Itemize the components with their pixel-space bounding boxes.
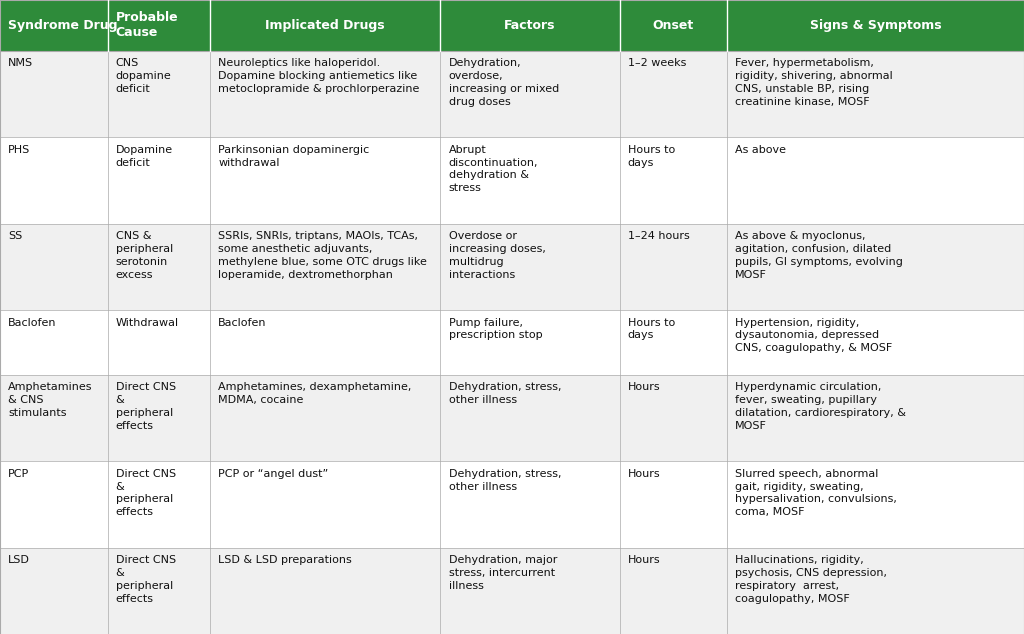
Bar [0, 0, 108, 51]
Bar [727, 51, 1024, 137]
Text: Fever, hypermetabolism,
rigidity, shivering, abnormal
CNS, unstable BP, rising
c: Fever, hypermetabolism, rigidity, shiver… [735, 58, 893, 107]
Text: Direct CNS
&
peripheral
effects: Direct CNS & peripheral effects [116, 469, 176, 517]
Text: CNS &
peripheral
serotonin
excess: CNS & peripheral serotonin excess [116, 231, 173, 280]
Text: 1–2 weeks: 1–2 weeks [628, 58, 686, 68]
Text: Dehydration, major
stress, intercurrent
illness: Dehydration, major stress, intercurrent … [449, 555, 557, 591]
Text: LSD & LSD preparations: LSD & LSD preparations [218, 555, 352, 565]
Bar [440, 461, 620, 548]
Text: Hours: Hours [628, 555, 660, 565]
Text: Withdrawal: Withdrawal [116, 318, 179, 328]
Bar [0, 310, 108, 375]
Bar [440, 375, 620, 461]
Bar [620, 224, 727, 310]
Text: Factors: Factors [504, 19, 556, 32]
Bar [0, 224, 108, 310]
Bar [440, 0, 620, 51]
Bar [0, 461, 108, 548]
Text: Dehydration,
overdose,
increasing or mixed
drug doses: Dehydration, overdose, increasing or mix… [449, 58, 559, 107]
Bar [210, 51, 440, 137]
Text: Amphetamines, dexamphetamine,
MDMA, cocaine: Amphetamines, dexamphetamine, MDMA, coca… [218, 382, 412, 405]
Bar [210, 375, 440, 461]
Bar [0, 51, 108, 137]
Text: As above: As above [735, 145, 786, 155]
Text: Syndrome Drug: Syndrome Drug [8, 19, 118, 32]
Text: CNS
dopamine
deficit: CNS dopamine deficit [116, 58, 171, 94]
Bar [620, 310, 727, 375]
Bar [440, 224, 620, 310]
Bar [620, 548, 727, 634]
Text: Overdose or
increasing doses,
multidrug
interactions: Overdose or increasing doses, multidrug … [449, 231, 546, 280]
Bar [620, 375, 727, 461]
Text: Dehydration, stress,
other illness: Dehydration, stress, other illness [449, 469, 561, 491]
Text: Hyperdynamic circulation,
fever, sweating, pupillary
dilatation, cardiorespirato: Hyperdynamic circulation, fever, sweatin… [735, 382, 906, 430]
Bar [108, 461, 210, 548]
Text: Direct CNS
&
peripheral
effects: Direct CNS & peripheral effects [116, 382, 176, 430]
Bar [108, 0, 210, 51]
Text: Baclofen: Baclofen [8, 318, 56, 328]
Bar [210, 548, 440, 634]
Bar [108, 137, 210, 224]
Text: SS: SS [8, 231, 23, 241]
Text: Hours to
days: Hours to days [628, 318, 675, 340]
Bar [210, 0, 440, 51]
Bar [620, 137, 727, 224]
Text: Dopamine
deficit: Dopamine deficit [116, 145, 173, 167]
Bar [620, 461, 727, 548]
Text: Pump failure,
prescription stop: Pump failure, prescription stop [449, 318, 542, 340]
Text: Hallucinations, rigidity,
psychosis, CNS depression,
respiratory  arrest,
coagul: Hallucinations, rigidity, psychosis, CNS… [735, 555, 887, 604]
Bar [108, 310, 210, 375]
Bar [727, 548, 1024, 634]
Bar [440, 51, 620, 137]
Text: Hours to
days: Hours to days [628, 145, 675, 167]
Text: Neuroleptics like haloperidol.
Dopamine blocking antiemetics like
metoclopramide: Neuroleptics like haloperidol. Dopamine … [218, 58, 420, 94]
Bar [440, 548, 620, 634]
Text: LSD: LSD [8, 555, 30, 565]
Bar [210, 137, 440, 224]
Text: Signs & Symptoms: Signs & Symptoms [810, 19, 941, 32]
Bar [108, 224, 210, 310]
Text: Parkinsonian dopaminergic
withdrawal: Parkinsonian dopaminergic withdrawal [218, 145, 370, 167]
Bar [108, 548, 210, 634]
Text: Onset: Onset [652, 19, 694, 32]
Text: PCP or “angel dust”: PCP or “angel dust” [218, 469, 329, 479]
Bar [440, 137, 620, 224]
Text: Slurred speech, abnormal
gait, rigidity, sweating,
hypersalivation, convulsions,: Slurred speech, abnormal gait, rigidity,… [735, 469, 897, 517]
Text: Baclofen: Baclofen [218, 318, 266, 328]
Bar [0, 548, 108, 634]
Text: SSRIs, SNRIs, triptans, MAOIs, TCAs,
some anesthetic adjuvants,
methylene blue, : SSRIs, SNRIs, triptans, MAOIs, TCAs, som… [218, 231, 427, 280]
Text: NMS: NMS [8, 58, 34, 68]
Bar [210, 461, 440, 548]
Text: Hours: Hours [628, 469, 660, 479]
Bar [0, 137, 108, 224]
Bar [210, 310, 440, 375]
Bar [440, 310, 620, 375]
Text: Amphetamines
& CNS
stimulants: Amphetamines & CNS stimulants [8, 382, 93, 418]
Bar [727, 375, 1024, 461]
Bar [727, 310, 1024, 375]
Text: Implicated Drugs: Implicated Drugs [265, 19, 385, 32]
Text: Direct CNS
&
peripheral
effects: Direct CNS & peripheral effects [116, 555, 176, 604]
Bar [727, 224, 1024, 310]
Text: Hours: Hours [628, 382, 660, 392]
Bar [210, 224, 440, 310]
Bar [0, 375, 108, 461]
Text: Hypertension, rigidity,
dysautonomia, depressed
CNS, coagulopathy, & MOSF: Hypertension, rigidity, dysautonomia, de… [735, 318, 893, 353]
Text: PHS: PHS [8, 145, 31, 155]
Bar [108, 375, 210, 461]
Bar [620, 51, 727, 137]
Bar [620, 0, 727, 51]
Text: Abrupt
discontinuation,
dehydration &
stress: Abrupt discontinuation, dehydration & st… [449, 145, 538, 193]
Text: Dehydration, stress,
other illness: Dehydration, stress, other illness [449, 382, 561, 405]
Text: PCP: PCP [8, 469, 30, 479]
Bar [108, 51, 210, 137]
Bar [727, 461, 1024, 548]
Bar [727, 0, 1024, 51]
Text: Probable
Cause: Probable Cause [116, 11, 178, 39]
Bar [727, 137, 1024, 224]
Text: As above & myoclonus,
agitation, confusion, dilated
pupils, GI symptoms, evolvin: As above & myoclonus, agitation, confusi… [735, 231, 903, 280]
Text: 1–24 hours: 1–24 hours [628, 231, 689, 241]
